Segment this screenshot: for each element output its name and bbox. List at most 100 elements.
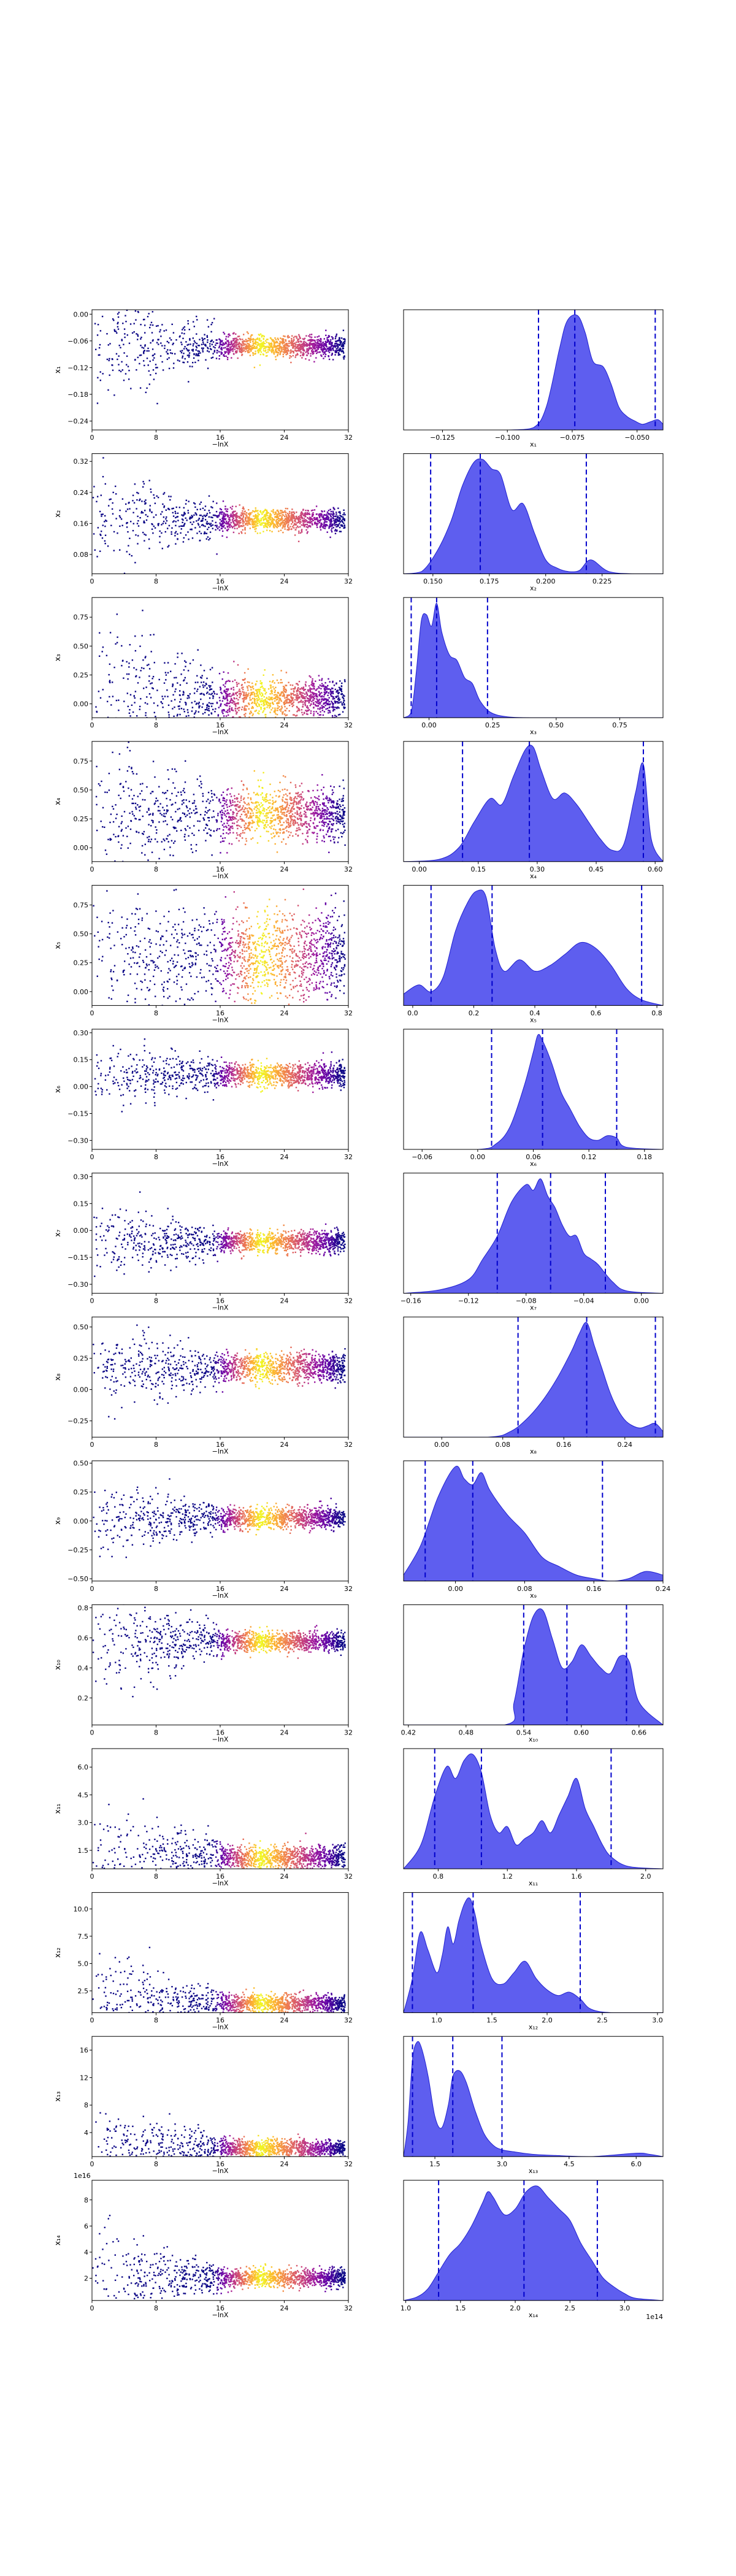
sample-point: [109, 821, 111, 824]
sample-point: [127, 705, 129, 707]
sample-point: [221, 347, 223, 348]
sample-point: [260, 512, 262, 513]
sample-point: [188, 381, 190, 383]
sample-point: [264, 350, 266, 352]
sample-point: [307, 691, 309, 692]
sample-point: [263, 345, 264, 348]
sample-point: [220, 508, 223, 511]
sample-point: [277, 349, 280, 351]
sample-point: [255, 718, 256, 719]
sample-point: [169, 499, 171, 501]
sample-point: [204, 515, 207, 518]
sample-point: [251, 702, 253, 703]
sample-point: [263, 516, 265, 518]
x-tick-label: 24: [280, 578, 289, 586]
sample-point: [129, 553, 131, 556]
sample-point: [247, 518, 249, 520]
sample-point: [226, 819, 228, 821]
sample-point: [312, 692, 314, 694]
sample-point: [237, 707, 240, 709]
sample-point: [117, 358, 118, 361]
sample-point: [148, 313, 150, 315]
sample-point: [267, 349, 269, 351]
sample-point: [118, 723, 119, 724]
sample-point: [177, 682, 178, 684]
sample-point: [321, 696, 323, 698]
sample-point: [259, 682, 261, 684]
sample-point: [282, 526, 284, 527]
sample-point: [329, 348, 331, 350]
sample-point: [191, 349, 193, 351]
sample-point: [283, 703, 285, 705]
sample-point: [318, 675, 320, 677]
sample-point: [279, 816, 281, 818]
sample-point: [204, 709, 206, 711]
sample-point: [288, 345, 290, 347]
sample-point: [120, 719, 121, 721]
sample-point: [243, 692, 245, 694]
sample-point: [334, 337, 337, 340]
sample-point: [339, 337, 340, 339]
sample-point: [312, 789, 314, 792]
sample-point: [243, 349, 245, 351]
sample-point: [319, 526, 321, 529]
sample-point: [301, 692, 303, 694]
sample-point: [314, 810, 316, 811]
sample-point: [112, 491, 114, 494]
x-tick-label: −0.125: [430, 434, 455, 442]
sample-point: [215, 708, 217, 710]
sample-point: [305, 516, 307, 518]
sample-point: [205, 515, 207, 516]
sample-point: [317, 351, 319, 353]
sample-point: [186, 349, 188, 351]
sample-point: [121, 369, 123, 371]
sample-point: [339, 344, 340, 346]
sample-point: [266, 703, 267, 705]
sample-point: [313, 693, 315, 696]
sample-point: [329, 348, 332, 350]
sample-point: [258, 351, 259, 354]
sample-point: [293, 339, 295, 342]
sample-point: [256, 695, 258, 697]
sample-point: [341, 818, 343, 819]
sample-point: [305, 821, 307, 823]
sample-point: [193, 353, 195, 356]
sample-point: [197, 345, 199, 347]
sample-point: [219, 522, 221, 524]
y-axis-label: x₁: [53, 366, 62, 374]
sample-point: [279, 693, 281, 696]
sample-point: [283, 340, 285, 342]
sample-point: [226, 691, 228, 692]
sample-point: [146, 696, 148, 698]
sample-point: [189, 366, 191, 367]
sample-point: [277, 682, 280, 684]
sample-point: [328, 710, 329, 711]
sample-point: [340, 726, 342, 727]
sample-point: [167, 527, 169, 529]
sample-point: [104, 718, 105, 719]
sample-point: [302, 697, 304, 699]
sample-point: [220, 348, 222, 350]
sample-point: [312, 339, 313, 341]
sample-point: [263, 512, 264, 513]
sample-point: [227, 348, 229, 350]
sample-point: [240, 517, 242, 519]
sample-point: [322, 349, 324, 351]
sample-point: [299, 355, 302, 357]
sample-point: [166, 824, 168, 826]
sample-point: [240, 809, 242, 811]
sample-point: [164, 820, 166, 822]
sample-point: [240, 344, 243, 346]
sample-point: [145, 715, 147, 716]
sample-point: [255, 524, 257, 526]
sample-point: [277, 513, 278, 515]
sample-point: [240, 526, 242, 527]
sample-point: [137, 720, 139, 721]
sample-point: [277, 337, 279, 339]
sample-point: [112, 739, 113, 740]
sample-point: [254, 345, 256, 347]
sample-point: [275, 520, 277, 522]
sample-point: [128, 378, 130, 380]
sample-point: [263, 689, 265, 691]
sample-point: [152, 359, 154, 361]
